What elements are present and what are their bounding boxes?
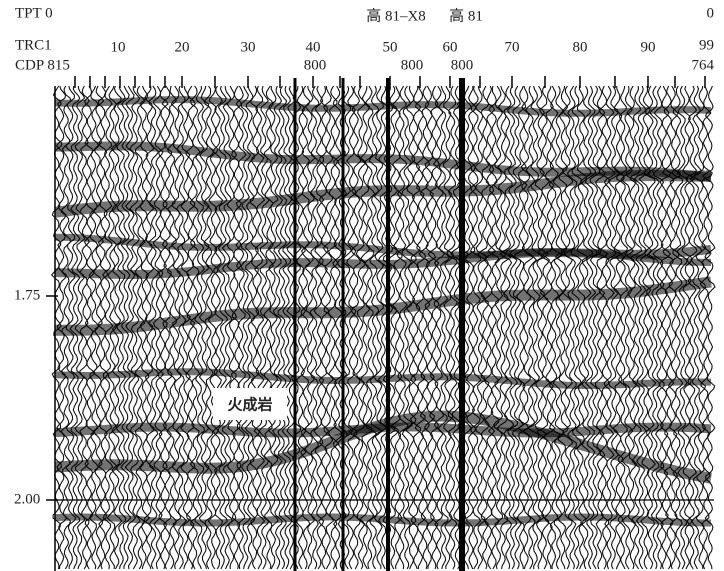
- time-label: 2.00: [14, 491, 40, 507]
- trace: [478, 86, 490, 569]
- seismic-section: TPT 0 TRC1 CDP 815 高 81–X8 高 81 10 20 30 40…: [0, 0, 724, 571]
- trace-label: 60: [443, 39, 458, 55]
- right-label: 0: [707, 5, 715, 21]
- cdp-label: 800: [304, 57, 327, 73]
- cdp-label: 800: [401, 57, 424, 73]
- trace-label: 20: [175, 39, 190, 55]
- trace: [700, 86, 712, 569]
- trace: [621, 86, 633, 569]
- well-label: 高 81–X8: [366, 7, 426, 24]
- horizon: [55, 517, 711, 523]
- trace-label: 50: [383, 39, 398, 55]
- trace: [523, 86, 536, 569]
- trc-label: TRC1: [15, 37, 52, 53]
- trace: [694, 86, 706, 569]
- trace-label: 10: [111, 39, 126, 55]
- cdp-label: 800: [451, 57, 474, 73]
- seismic-figure: TPT 0 TRC1 CDP 815 高 81–X8 高 81 10 20 30 40…: [0, 0, 724, 571]
- cdp-label: CDP 815: [15, 57, 70, 73]
- well-label: 高 81: [449, 7, 483, 24]
- trace: [204, 86, 214, 569]
- right-label: 99: [699, 37, 714, 53]
- trace: [515, 86, 529, 569]
- trace: [564, 86, 577, 569]
- trace-label: 90: [641, 39, 656, 55]
- trace-label: 30: [241, 39, 256, 55]
- trace-label: 80: [573, 39, 588, 55]
- trace: [562, 86, 573, 569]
- tpt-label: TPT 0: [15, 5, 53, 21]
- trace-label: 40: [306, 39, 321, 55]
- trace-label: 70: [505, 39, 520, 55]
- annotation: 火成岩: [227, 396, 272, 414]
- right-label: 764: [692, 57, 715, 73]
- time-label: 1.75: [14, 287, 40, 303]
